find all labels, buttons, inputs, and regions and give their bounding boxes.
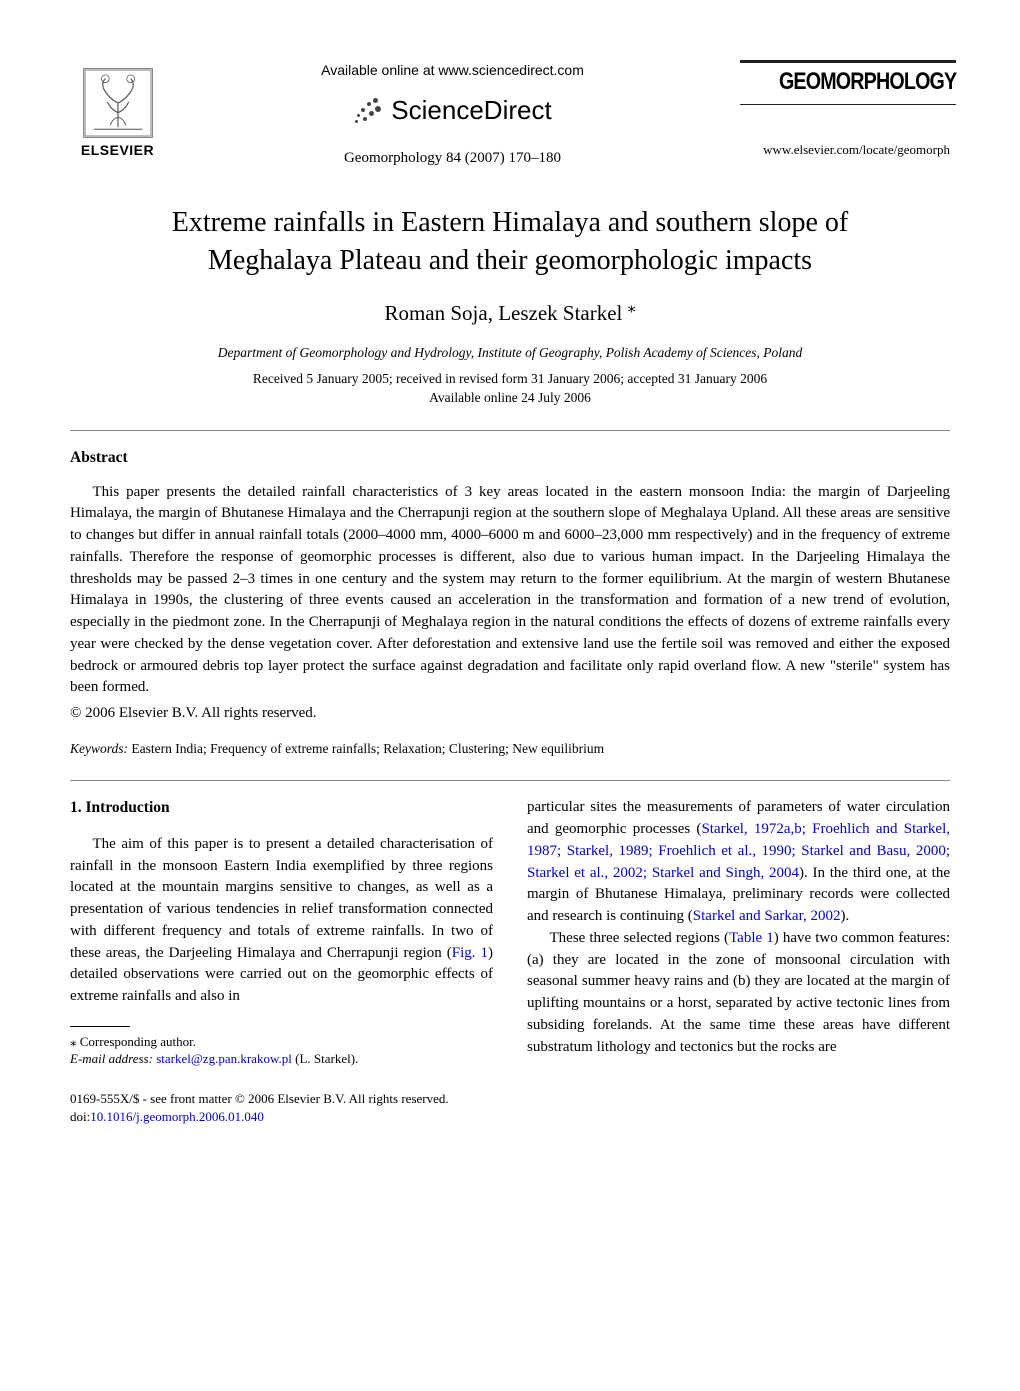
footer-block: 0169-555X/$ - see front matter © 2006 El… [70, 1090, 950, 1125]
doi-prefix: doi: [70, 1109, 90, 1124]
journal-badge: GEOMORPHOLOGY www.elsevier.com/locate/ge… [740, 60, 950, 160]
abstract-body: This paper presents the detailed rainfal… [70, 482, 950, 700]
citation-line: Geomorphology 84 (2007) 170–180 [175, 148, 730, 170]
dots-icon [353, 96, 385, 126]
right-p2-b: ) have two common features: (a) they are… [527, 930, 950, 1055]
right-p1-c: ). [840, 908, 849, 924]
abstract-paragraph: This paper presents the detailed rainfal… [70, 482, 950, 700]
keywords-line: Keywords: Eastern India; Frequency of ex… [70, 739, 950, 759]
article-dates: Received 5 January 2005; received in rev… [70, 370, 950, 408]
doi-line: doi:10.1016/j.geomorph.2006.01.040 [70, 1108, 950, 1126]
title-line-1: Extreme rainfalls in Eastern Himalaya an… [172, 207, 848, 238]
intro-heading: 1. Introduction [70, 797, 493, 819]
rule-top [70, 430, 950, 431]
email-line: E-mail address: starkel@zg.pan.krakow.pl… [70, 1050, 493, 1068]
publisher-name: ELSEVIER [81, 140, 154, 160]
doi-link[interactable]: 10.1016/j.geomorph.2006.01.040 [90, 1109, 264, 1124]
intro-right-p1: particular sites the measurements of par… [527, 797, 950, 928]
email-link[interactable]: starkel@zg.pan.krakow.pl [153, 1051, 292, 1066]
available-date: Available online 24 July 2006 [429, 390, 591, 405]
abstract-heading: Abstract [70, 447, 950, 469]
journal-title: GEOMORPHOLOGY [779, 65, 956, 100]
email-label: E-mail address: [70, 1051, 153, 1066]
intro-right-p2: These three selected regions (Table 1) h… [527, 928, 950, 1059]
header-row: ELSEVIER Available online at www.science… [70, 60, 950, 170]
issn-line: 0169-555X/$ - see front matter © 2006 El… [70, 1090, 950, 1108]
article-title: Extreme rainfalls in Eastern Himalaya an… [70, 204, 950, 280]
affiliation: Department of Geomorphology and Hydrolog… [70, 343, 950, 363]
authors: Roman Soja, Leszek Starkel ⁎ [70, 297, 950, 328]
abstract-copyright: © 2006 Elsevier B.V. All rights reserved… [70, 703, 950, 725]
email-suffix: (L. Starkel). [292, 1051, 358, 1066]
keywords-label: Keywords: [70, 741, 128, 756]
left-column: 1. Introduction The aim of this paper is… [70, 797, 493, 1068]
citation-link-2[interactable]: Starkel and Sarkar, 2002 [693, 908, 841, 924]
body-columns: 1. Introduction The aim of this paper is… [70, 797, 950, 1068]
corr-author-text: ⁎ Corresponding author. [70, 1033, 493, 1051]
corr-author-marker: ⁎ [628, 299, 636, 316]
received-date: Received 5 January 2005; received in rev… [253, 371, 767, 386]
figure-1-link[interactable]: Fig. 1 [452, 945, 488, 961]
elsevier-logo: ELSEVIER [70, 60, 165, 160]
journal-title-box: GEOMORPHOLOGY [740, 60, 956, 105]
keywords-text: Eastern India; Frequency of extreme rain… [128, 741, 604, 756]
right-p2-a: These three selected regions ( [550, 930, 730, 946]
table-1-link[interactable]: Table 1 [729, 930, 774, 946]
availability-text: Available online at www.sciencedirect.co… [175, 60, 730, 80]
rule-bottom [70, 780, 950, 781]
center-header: Available online at www.sciencedirect.co… [165, 60, 740, 170]
sciencedirect-text: ScienceDirect [391, 92, 551, 130]
elsevier-tree-icon [83, 68, 153, 138]
intro-left-paragraph: The aim of this paper is to present a de… [70, 834, 493, 1008]
author-names: Roman Soja, Leszek Starkel [384, 301, 627, 325]
intro-left-p1: The aim of this paper is to present a de… [70, 836, 493, 961]
title-line-2: Meghalaya Plateau and their geomorpholog… [208, 245, 812, 276]
journal-url[interactable]: www.elsevier.com/locate/geomorph [740, 141, 950, 160]
footnote-rule [70, 1026, 130, 1027]
right-column: particular sites the measurements of par… [527, 797, 950, 1068]
corresponding-footnote: ⁎ Corresponding author. E-mail address: … [70, 1033, 493, 1068]
sciencedirect-logo: ScienceDirect [353, 92, 551, 130]
